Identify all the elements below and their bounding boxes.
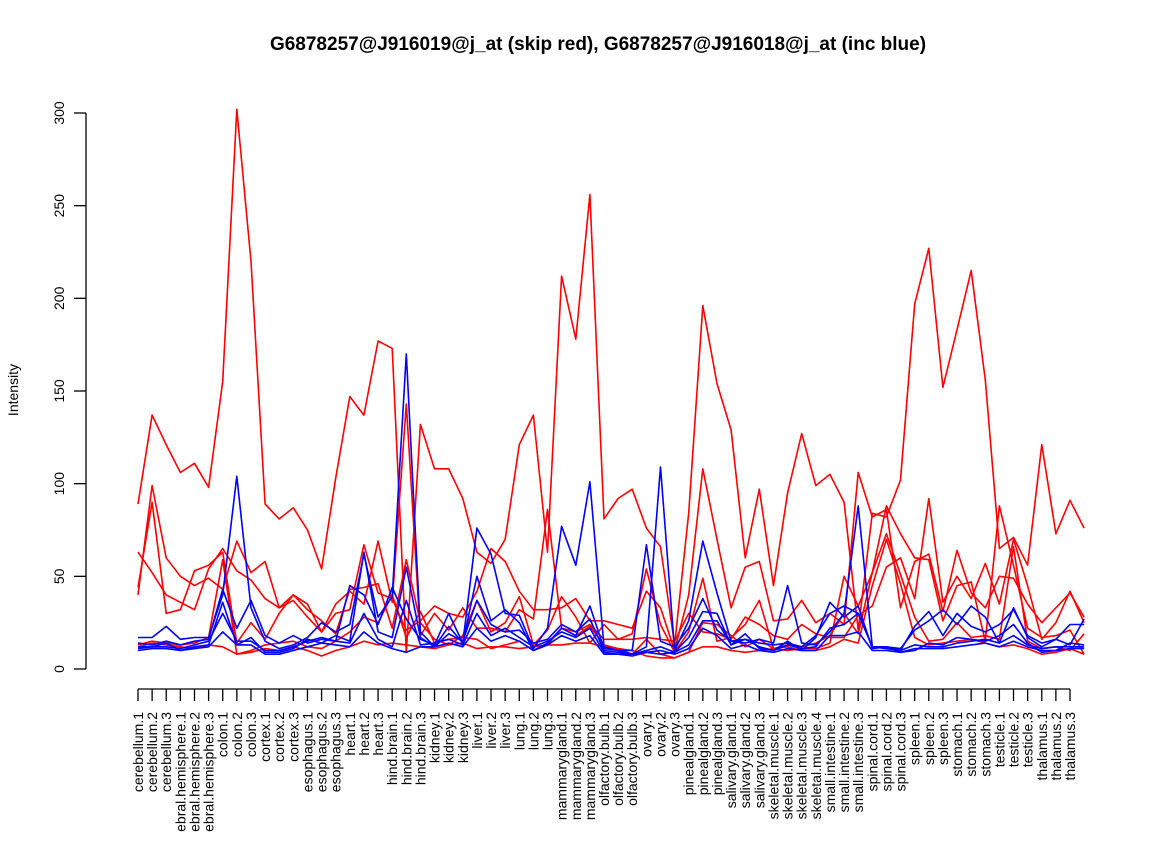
x-tick-label: colon.2 <box>229 712 245 757</box>
y-axis-ticks: 0 50 100 150 200 250 300 <box>51 101 86 673</box>
skip-series-line <box>137 501 1085 655</box>
x-tick-label: olfactory.bulb.2 <box>610 712 626 806</box>
x-tick-label: ebral.hemisphere.2 <box>186 712 202 832</box>
x-tick-label: pinealgland.2 <box>695 712 711 796</box>
x-tick-label: salivary.gland.3 <box>751 712 767 808</box>
x-tick-label: testicle.2 <box>1006 712 1022 767</box>
x-tick-label: hind.brain.3 <box>412 712 428 785</box>
x-tick-label: mammarygland.2 <box>568 712 584 820</box>
chart-title: G6878257@J916019@j_at (skip red), G68782… <box>270 34 926 55</box>
inc-series-line <box>137 627 1085 657</box>
skip-series-line <box>137 467 1085 652</box>
x-tick-label: ebral.hemisphere.1 <box>172 712 188 832</box>
x-tick-label: skeletal.muscle.3 <box>794 712 810 820</box>
skip-series-line <box>137 108 1085 654</box>
x-tick-label: testicle.3 <box>1020 712 1036 767</box>
x-tick-label: thalamus.1 <box>1034 712 1050 781</box>
x-tick-label: spinal.cord.2 <box>878 712 894 792</box>
x-tick-label: lung.3 <box>540 712 556 750</box>
skip-series-line <box>137 403 1085 643</box>
y-tick-label: 50 <box>51 568 67 584</box>
x-tick-label: cortex.1 <box>257 712 273 762</box>
x-tick-label: cerebellum.1 <box>130 712 146 792</box>
skip-series-line <box>137 532 1085 659</box>
x-tick-label: spinal.cord.1 <box>864 712 880 792</box>
inc-series-line <box>138 353 1085 656</box>
x-tick-label: esophagus.1 <box>299 712 315 792</box>
x-tick-label: liver.3 <box>497 712 513 749</box>
x-tick-label: cerebellum.2 <box>144 712 160 792</box>
inc-series-line <box>138 551 1085 656</box>
x-tick-label: mammarygland.1 <box>554 712 570 820</box>
x-tick-label: pinealgland.3 <box>709 712 725 796</box>
x-tick-label: kidney.3 <box>455 712 471 763</box>
x-tick-label: hind.brain.2 <box>398 712 414 785</box>
x-tick-label: small.intestine.2 <box>836 712 852 813</box>
x-tick-label: salivary.gland.2 <box>737 712 753 808</box>
y-tick-label: 0 <box>51 665 67 673</box>
x-tick-label: kidney.2 <box>441 712 457 763</box>
x-tick-label: pinealgland.1 <box>681 712 697 796</box>
x-tick-label: skeletal.muscle.4 <box>808 712 824 820</box>
x-tick-label: liver.1 <box>469 712 485 749</box>
inc-series-line <box>137 599 1085 656</box>
x-tick-label: skeletal.muscle.2 <box>780 712 796 820</box>
x-tick-label: stomach.2 <box>963 712 979 777</box>
x-tick-label: stomach.1 <box>949 712 965 777</box>
x-tick-label: mammarygland.3 <box>582 712 598 820</box>
x-tick-label: lung.2 <box>525 712 541 750</box>
x-tick-label: olfactory.bulb.3 <box>624 712 640 806</box>
x-tick-label: spleen.1 <box>907 712 923 765</box>
x-tick-label: ovary.1 <box>638 712 654 757</box>
x-tick-label: skeletal.muscle.1 <box>765 712 781 820</box>
x-tick-label: thalamus.2 <box>1048 712 1064 781</box>
x-tick-label: colon.3 <box>243 712 259 757</box>
x-tick-label: small.intestine.1 <box>822 712 838 813</box>
x-tick-label: heart.3 <box>370 712 386 756</box>
x-tick-label: cortex.3 <box>285 712 301 762</box>
x-tick-label: testicle.1 <box>991 712 1007 767</box>
x-tick-label: lung.1 <box>511 712 527 750</box>
series-layer <box>137 108 1085 659</box>
x-tick-label: liver.2 <box>483 712 499 749</box>
x-tick-label: stomach.3 <box>977 712 993 777</box>
y-tick-label: 100 <box>51 472 67 496</box>
x-tick-label: hind.brain.1 <box>384 712 400 785</box>
x-tick-label: colon.1 <box>215 712 231 757</box>
inc-series-line <box>137 543 1085 652</box>
x-tick-label: cerebellum.3 <box>158 712 174 792</box>
x-tick-label: thalamus.3 <box>1062 712 1078 781</box>
x-tick-label: spleen.2 <box>921 712 937 765</box>
x-tick-label: esophagus.2 <box>314 712 330 792</box>
x-tick-label: spinal.cord.3 <box>893 712 909 792</box>
y-tick-label: 150 <box>51 379 67 403</box>
y-axis-title: Intensity <box>5 364 21 416</box>
x-tick-label: salivary.gland.1 <box>723 712 739 808</box>
x-tick-label: small.intestine.3 <box>850 712 866 813</box>
x-tick-label: olfactory.bulb.1 <box>596 712 612 806</box>
x-tick-label: esophagus.3 <box>328 712 344 792</box>
x-tick-label: ebral.hemisphere.3 <box>201 712 217 832</box>
x-tick-label: ovary.2 <box>652 712 668 757</box>
x-axis-ticks: cerebellum.1cerebellum.2cerebellum.3ebra… <box>130 689 1078 832</box>
x-tick-label: kidney.1 <box>427 712 443 763</box>
y-tick-label: 200 <box>51 286 67 310</box>
y-tick-label: 250 <box>51 194 67 218</box>
x-tick-label: heart.1 <box>342 712 358 756</box>
x-tick-label: heart.2 <box>356 712 372 756</box>
x-tick-label: spleen.3 <box>935 712 951 765</box>
x-tick-label: cortex.2 <box>271 712 287 762</box>
y-tick-label: 300 <box>51 101 67 125</box>
x-tick-label: ovary.3 <box>667 712 683 757</box>
